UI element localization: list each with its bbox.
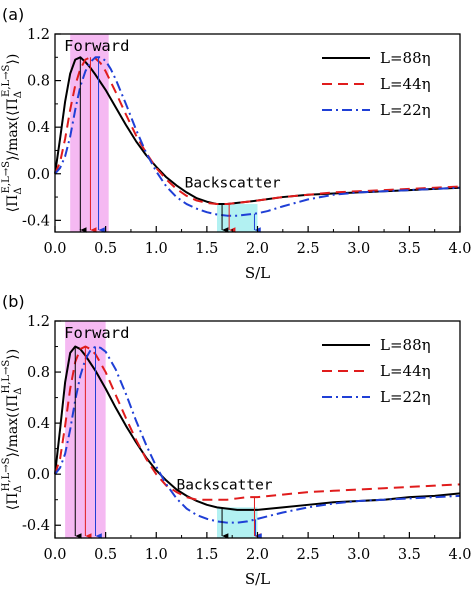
forward-annotation: Forward <box>64 324 129 342</box>
y-tick-label: 0.4 <box>27 120 50 136</box>
series-line-L44 <box>54 56 461 206</box>
y-tick-label: -0.4 <box>22 518 50 534</box>
x-tick-label: 2.5 <box>297 241 320 257</box>
x-tick-label: 1.0 <box>145 547 168 563</box>
legend-label: L=22η <box>380 101 431 119</box>
x-axis-label: S/L <box>245 264 270 282</box>
y-tick-label: 0.4 <box>27 416 50 432</box>
legend-label: L=44η <box>380 75 431 93</box>
x-tick-label: 3.0 <box>347 241 370 257</box>
legend-label: L=88η <box>380 336 431 354</box>
backscatter-annotation: Backscatter <box>177 477 273 493</box>
legend-label: L=22η <box>380 388 431 406</box>
x-tick-label: 4.0 <box>448 241 471 257</box>
x-tick-label: 0.0 <box>43 241 66 257</box>
y-tick-label: 0.8 <box>27 365 50 381</box>
x-tick-label: 2.0 <box>246 547 269 563</box>
panel-b: 0.0 0.5 1.0 1.5 2.0 2.5 3.0 3.5 4.0 -0.4 0.0 0.4 0.8… <box>1 292 472 588</box>
series-line-L22 <box>54 56 461 217</box>
x-tick-label: 2.5 <box>297 547 320 563</box>
y-tick-label: 0.0 <box>27 467 50 483</box>
panel-label: (b) <box>2 292 25 311</box>
panel-label: (a) <box>2 5 24 24</box>
legend-label: L=88η <box>380 49 431 67</box>
series-line-L88 <box>54 345 461 511</box>
x-tick-label: 3.5 <box>398 241 421 257</box>
x-tick-label: 3.0 <box>347 547 370 563</box>
x-axis-label: S/L <box>245 570 270 588</box>
y-tick-label: 1.2 <box>27 314 50 330</box>
y-tick-label: -0.4 <box>22 213 50 229</box>
y-tick-label: 0.0 <box>27 167 50 183</box>
x-tick-label: 1.0 <box>145 241 168 257</box>
x-tick-label: 0.5 <box>94 547 117 563</box>
series-line-L22 <box>54 345 461 524</box>
y-axis-label: ⟨ΠΔH,L→S⟩/max(⟨ΠΔH,L→S⟩) <box>1 349 24 510</box>
series-line-L44 <box>54 345 461 501</box>
y-tick-label: 1.2 <box>27 27 50 43</box>
x-tick-label: 3.5 <box>398 547 421 563</box>
legend-label: L=44η <box>380 362 431 380</box>
x-tick-label: 1.5 <box>195 547 218 563</box>
panel-a: 0.0 0.5 1.0 1.5 2.0 2.5 3.0 3.5 4.0 -0.4 0.0 0.4 0.8… <box>1 5 472 282</box>
x-tick-label: 1.5 <box>195 241 218 257</box>
x-tick-label: 2.0 <box>246 241 269 257</box>
x-tick-label: 4.0 <box>448 547 471 563</box>
x-tick-label: 0.0 <box>43 547 66 563</box>
forward-annotation: Forward <box>64 37 129 55</box>
backscatter-annotation: Backscatter <box>185 176 281 192</box>
y-tick-label: 0.8 <box>27 74 50 90</box>
y-axis-label: ⟨ΠΔE,L→S⟩/max(⟨ΠΔE,L→S⟩) <box>1 54 24 213</box>
backscatter-region <box>217 204 258 232</box>
forward-region <box>70 34 109 232</box>
x-tick-label: 0.5 <box>94 241 117 257</box>
